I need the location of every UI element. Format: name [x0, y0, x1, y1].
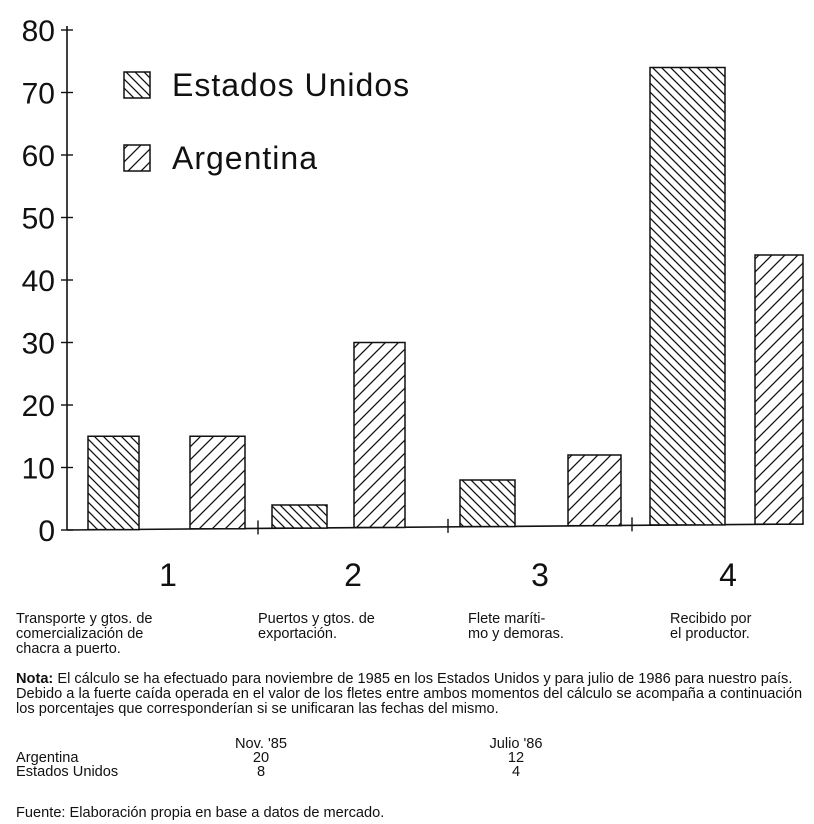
- y-tick-label: 20: [22, 390, 55, 423]
- bar-argentina: [754, 254, 804, 525]
- note-text: El cálculo se ha efectuado para noviembr…: [16, 671, 803, 717]
- table-cell: Estados Unidos: [16, 764, 119, 780]
- table-row: Estados Unidos 8 4: [16, 764, 576, 780]
- axes: 0 10 20 30 40 50 60 70 80 1 2 3 4: [22, 15, 801, 593]
- y-tick-label: 30: [22, 328, 55, 361]
- category-description-2: Puertos y gtos. de exportación.: [258, 611, 375, 642]
- bar-estados-unidos: [271, 504, 328, 529]
- x-tick-label: 1: [159, 557, 177, 593]
- y-tick-label: 80: [22, 15, 55, 48]
- table-cell: 12: [507, 750, 525, 766]
- table-cell: 4: [511, 764, 521, 780]
- bar-estados-unidos: [87, 435, 140, 531]
- y-tick-label: 60: [22, 140, 55, 173]
- bar-estados-unidos: [649, 66, 726, 526]
- table-cell: 8: [256, 764, 266, 780]
- legend-label: Argentina: [172, 140, 318, 176]
- table-cell: Argentina: [16, 750, 79, 766]
- note-label: Nota:: [16, 671, 54, 687]
- legend-swatch: [123, 71, 151, 99]
- y-tick-label: 10: [22, 453, 55, 486]
- x-tick-label: 3: [531, 557, 549, 593]
- category-description-4: Recibido por el productor.: [670, 611, 752, 642]
- table-header-nov85: Nov. '85: [235, 736, 287, 752]
- bars: [87, 66, 804, 531]
- y-tick-label: 70: [22, 78, 55, 111]
- bar-chart: 0 10 20 30 40 50 60 70 80 1 2 3 4 Estados Unidos Arge…: [22, 15, 804, 593]
- x-tick-label: 4: [719, 557, 737, 593]
- category-description-1: Transporte y gtos. de comercialización d…: [16, 611, 153, 657]
- note-block: Nota: El cálculo se ha efectuado para no…: [16, 672, 806, 717]
- bar-argentina: [189, 435, 246, 530]
- percent-table-header: Nov. '85 Julio '86: [16, 736, 576, 752]
- bar-estados-unidos: [459, 479, 516, 528]
- table-row: Argentina 20 12: [16, 750, 576, 766]
- legend-label: Estados Unidos: [172, 67, 410, 103]
- category-description-3: Flete maríti- mo y demoras.: [468, 611, 564, 642]
- percent-table: Nov. '85 Julio '86 Argentina 20 12 Estad…: [16, 736, 576, 780]
- y-tick-label: 0: [38, 515, 55, 548]
- source-note: Fuente: Elaboración propia en base a dat…: [16, 805, 385, 821]
- legend-swatch: [123, 144, 151, 172]
- table-cell: 20: [252, 750, 270, 766]
- table-header-julio86: Julio '86: [489, 736, 543, 752]
- x-tick-label: 2: [344, 557, 362, 593]
- bar-argentina: [567, 454, 622, 527]
- bar-argentina: [353, 341, 406, 529]
- y-tick-label: 50: [22, 203, 55, 236]
- legend: Estados Unidos Argentina: [123, 67, 410, 176]
- y-tick-label: 40: [22, 265, 55, 298]
